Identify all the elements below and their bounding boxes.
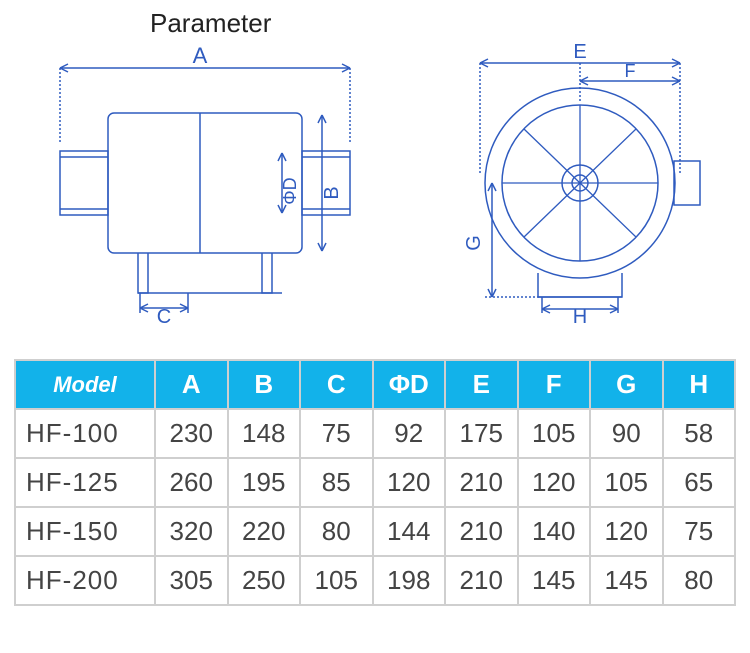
page: Parameter A xyxy=(0,8,750,606)
cell-value: 175 xyxy=(445,409,518,458)
diagram-front-view: E F xyxy=(430,43,730,323)
dim-label-c: C xyxy=(157,306,171,323)
dim-label-e: E xyxy=(573,43,586,63)
col-header-c: C xyxy=(300,360,373,409)
table-row: HF-150 320 220 80 144 210 140 120 75 xyxy=(15,507,735,556)
cell-model: HF-125 xyxy=(15,458,155,507)
cell-value: 90 xyxy=(590,409,663,458)
cell-value: 120 xyxy=(518,458,591,507)
cell-value: 144 xyxy=(373,507,446,556)
cell-value: 105 xyxy=(590,458,663,507)
cell-value: 148 xyxy=(228,409,301,458)
cell-model: HF-100 xyxy=(15,409,155,458)
cell-value: 140 xyxy=(518,507,591,556)
cell-model: HF-200 xyxy=(15,556,155,605)
cell-value: 210 xyxy=(445,458,518,507)
col-header-g: G xyxy=(590,360,663,409)
dim-label-g: G xyxy=(463,235,485,251)
col-header-b: B xyxy=(228,360,301,409)
cell-value: 320 xyxy=(155,507,228,556)
cell-value: 80 xyxy=(663,556,736,605)
cell-value: 105 xyxy=(518,409,591,458)
col-header-f: F xyxy=(518,360,591,409)
dim-label-b: B xyxy=(321,186,343,199)
col-header-d: ΦD xyxy=(373,360,446,409)
cell-value: 105 xyxy=(300,556,373,605)
cell-value: 92 xyxy=(373,409,446,458)
parameter-table: Model A B C ΦD E F G H HF-100 230 148 75… xyxy=(14,359,736,606)
table-row: HF-200 305 250 105 198 210 145 145 80 xyxy=(15,556,735,605)
cell-value: 80 xyxy=(300,507,373,556)
front-view-svg: E F xyxy=(430,43,730,323)
cell-value: 305 xyxy=(155,556,228,605)
dim-label-a: A xyxy=(193,43,208,68)
col-header-e: E xyxy=(445,360,518,409)
cell-value: 195 xyxy=(228,458,301,507)
col-header-a: A xyxy=(155,360,228,409)
cell-value: 65 xyxy=(663,458,736,507)
cell-value: 198 xyxy=(373,556,446,605)
cell-value: 75 xyxy=(663,507,736,556)
cell-model: HF-150 xyxy=(15,507,155,556)
cell-value: 260 xyxy=(155,458,228,507)
cell-value: 250 xyxy=(228,556,301,605)
page-title: Parameter xyxy=(150,8,750,39)
diagram-side-view: A xyxy=(20,43,390,323)
cell-value: 120 xyxy=(373,458,446,507)
dim-label-h: H xyxy=(573,306,587,323)
cell-value: 210 xyxy=(445,556,518,605)
cell-value: 85 xyxy=(300,458,373,507)
dim-label-d: ΦD xyxy=(280,177,300,204)
col-header-model: Model xyxy=(15,360,155,409)
cell-value: 75 xyxy=(300,409,373,458)
diagram-row: A xyxy=(0,43,750,333)
cell-value: 145 xyxy=(518,556,591,605)
col-header-h: H xyxy=(663,360,736,409)
cell-value: 120 xyxy=(590,507,663,556)
cell-value: 58 xyxy=(663,409,736,458)
side-view-svg: A xyxy=(20,43,390,323)
table-row: HF-125 260 195 85 120 210 120 105 65 xyxy=(15,458,735,507)
cell-value: 230 xyxy=(155,409,228,458)
cell-value: 220 xyxy=(228,507,301,556)
table-header-row: Model A B C ΦD E F G H xyxy=(15,360,735,409)
dim-label-f: F xyxy=(625,61,636,81)
table-row: HF-100 230 148 75 92 175 105 90 58 xyxy=(15,409,735,458)
cell-value: 145 xyxy=(590,556,663,605)
cell-value: 210 xyxy=(445,507,518,556)
